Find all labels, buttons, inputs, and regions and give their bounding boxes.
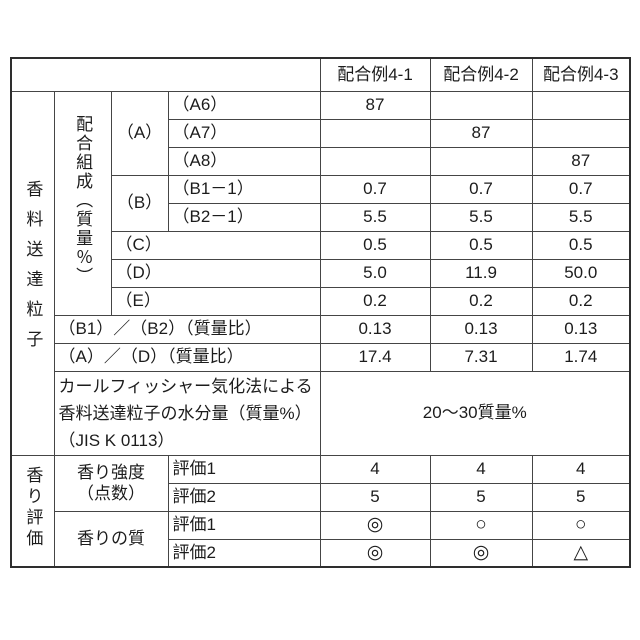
- moisture-value-cell: 20〜30質量%: [319, 370, 631, 456]
- strength-eval2-value-3: 5: [531, 482, 631, 512]
- row-ratio-b-value-1: 0.13: [319, 314, 431, 344]
- row-a8-value-1: [319, 146, 431, 176]
- row-e-value-2: 0.2: [429, 286, 533, 316]
- row-c-value-1: 0.5: [319, 230, 431, 260]
- row-b2-value-1: 5.5: [319, 202, 431, 232]
- carrier-vertical-text: 香料送達粒子: [23, 180, 43, 361]
- row-e-label: （E）: [110, 286, 321, 316]
- row-d-value-3: 50.0: [531, 258, 631, 288]
- strength-eval1-label: 評価1: [167, 454, 321, 484]
- row-b2-value-3: 5.5: [531, 202, 631, 232]
- row-c-label: （C）: [110, 230, 321, 260]
- quality-eval2-label: 評価2: [167, 538, 321, 568]
- quality-eval2-symbol-1: ◎: [319, 538, 431, 568]
- scent-eval-vertical-text: 香り評価: [23, 466, 43, 551]
- row-a8-value-2: [429, 146, 533, 176]
- row-a6-label: （A6）: [167, 90, 321, 120]
- row-a6-value-2: [429, 90, 533, 120]
- row-ratio-ad-value-2: 7.31: [429, 342, 533, 372]
- header-example-3: 配合例4-3: [531, 57, 631, 92]
- table-row: 香料送達粒子 配合組成（質量％） （A） （A6） 87: [10, 90, 631, 456]
- row-ratio-ad-label: （A）／（D）（質量比）: [53, 342, 321, 372]
- row-ratio-b-label: （B1）／（B2）（質量比）: [53, 314, 321, 344]
- row-e-value-3: 0.2: [531, 286, 631, 316]
- strength-eval2-value-1: 5: [319, 482, 431, 512]
- row-c-value-3: 0.5: [531, 230, 631, 260]
- quality-eval2-symbol-3: △: [531, 538, 631, 568]
- group-label-scent-eval: 香り評価: [10, 454, 55, 568]
- header-example-2: 配合例4-2: [429, 57, 533, 92]
- header-corner-cell: [10, 57, 321, 92]
- row-a8-value-3: 87: [531, 146, 631, 176]
- table-row: 香り評価 香り強度 （点数） 評価1 4 4 4: [10, 454, 631, 568]
- composition-table: 配合例4-1 配合例4-2 配合例4-3 香料送達粒子 配合組成（質量％） （A…: [10, 57, 631, 568]
- strength-eval1-value-1: 4: [319, 454, 431, 484]
- row-a8-label: （A8）: [167, 146, 321, 176]
- strength-label-cell: 香り強度 （点数）: [53, 454, 169, 512]
- row-b1-value-2: 0.7: [429, 174, 533, 204]
- moisture-label-cell: カールフィッシャー気化法による 香料送達粒子の水分量（質量%） （JIS K 0…: [53, 370, 321, 456]
- table-row: （C） 0.5 0.5 0.5: [11, 230, 631, 260]
- table-row: （A）／（D）（質量比） 17.4 7.31 1.74: [11, 342, 631, 372]
- row-ratio-ad-value-1: 17.4: [319, 342, 431, 372]
- row-e-value-1: 0.2: [319, 286, 431, 316]
- strength-eval1-value-2: 4: [429, 454, 533, 484]
- strength-label-line2: （点数）: [77, 484, 145, 503]
- row-a6-value-3: [531, 90, 631, 120]
- group-b-cell: （B）: [110, 174, 169, 232]
- moisture-label-line2: 香料送達粒子の水分量（質量%）: [58, 403, 312, 423]
- group-a-cell: （A）: [110, 90, 169, 176]
- row-b1-label: （B1－1）: [167, 174, 321, 204]
- quality-eval1-symbol-1: ◎: [319, 510, 431, 540]
- table-row: 評価2 ◎ ◎ △: [11, 538, 631, 568]
- strength-eval2-label: 評価2: [167, 482, 321, 512]
- strength-eval1-value-3: 4: [531, 454, 631, 484]
- row-ratio-b-value-3: 0.13: [531, 314, 631, 344]
- row-ratio-ad-value-3: 1.74: [531, 342, 631, 372]
- table-row: 評価2 5 5 5: [11, 482, 631, 512]
- row-a7-value-2: 87: [429, 118, 533, 148]
- row-b2-value-2: 5.5: [429, 202, 533, 232]
- row-b1-value-1: 0.7: [319, 174, 431, 204]
- strength-label-line1: 香り強度: [77, 462, 145, 482]
- row-d-label: （D）: [110, 258, 321, 288]
- table-row: 香りの質 評価1 ◎ ○ ○: [11, 510, 631, 568]
- row-d-value-1: 5.0: [319, 258, 431, 288]
- row-a7-label: （A7）: [167, 118, 321, 148]
- table-row: カールフィッシャー気化法による 香料送達粒子の水分量（質量%） （JIS K 0…: [11, 370, 631, 456]
- row-d-value-2: 11.9: [429, 258, 533, 288]
- table-row: （A7） 87: [11, 118, 631, 148]
- quality-eval1-symbol-2: ○: [429, 510, 533, 540]
- quality-eval1-label: 評価1: [167, 510, 321, 540]
- group-label-composition: 配合組成（質量％）: [53, 90, 112, 316]
- table-row: （B1）／（B2）（質量比） 0.13 0.13 0.13: [11, 314, 631, 344]
- strength-eval2-value-2: 5: [429, 482, 533, 512]
- row-a7-value-3: [531, 118, 631, 148]
- composition-vertical-text: 配合組成（質量％）: [73, 114, 93, 286]
- header-example-1: 配合例4-1: [319, 57, 431, 92]
- moisture-label-line1: カールフィッシャー気化法による: [58, 376, 313, 396]
- moisture-label-line3: （JIS K 0113）: [58, 430, 175, 450]
- quality-eval1-symbol-3: ○: [531, 510, 631, 540]
- quality-label-cell: 香りの質: [53, 510, 169, 568]
- row-ratio-b-value-2: 0.13: [429, 314, 533, 344]
- row-a6-value-1: 87: [319, 90, 431, 120]
- group-label-carrier: 香料送達粒子: [10, 90, 55, 456]
- table-row: （E） 0.2 0.2 0.2: [11, 286, 631, 316]
- table-row: （B） （B1－1） 0.7 0.7 0.7: [11, 174, 631, 232]
- table-row: 配合例4-1 配合例4-2 配合例4-3: [10, 57, 631, 92]
- row-c-value-2: 0.5: [429, 230, 533, 260]
- quality-eval2-symbol-2: ◎: [429, 538, 533, 568]
- row-b2-label: （B2－1）: [167, 202, 321, 232]
- row-a7-value-1: [319, 118, 431, 148]
- row-b1-value-3: 0.7: [531, 174, 631, 204]
